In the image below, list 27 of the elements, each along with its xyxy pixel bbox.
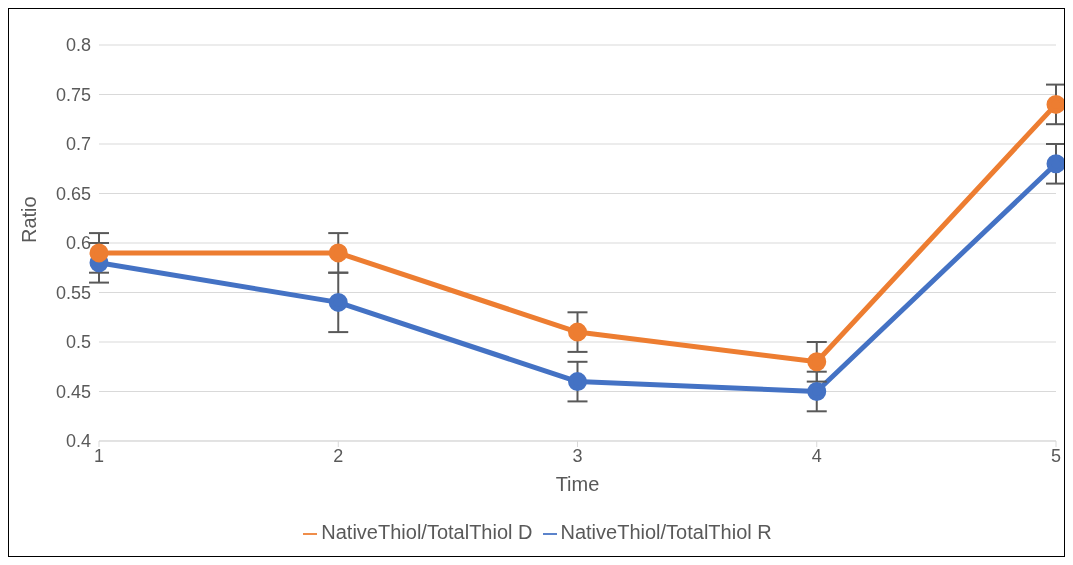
x-tick-label: 5 — [1050, 445, 1062, 466]
x-tick-label: 2 — [333, 445, 344, 466]
x-tick-label: 4 — [811, 445, 822, 466]
y-tick-label: 0.55 — [55, 282, 91, 303]
y-tick-label: 0.65 — [55, 183, 91, 204]
y-tick-label: 0.45 — [55, 381, 91, 402]
legend-label: NativeThiol/TotalThiol R — [560, 521, 772, 543]
x-axis-title: Time — [555, 473, 600, 495]
y-tick-label: 0.75 — [55, 84, 91, 105]
point — [807, 352, 827, 372]
y-tick-label: 0.5 — [65, 332, 91, 353]
point — [1046, 154, 1064, 174]
point — [328, 243, 348, 263]
y-tick-label: 0.8 — [65, 35, 91, 56]
x-tick-label: 3 — [572, 445, 583, 466]
y-tick-label: 0.4 — [65, 431, 91, 452]
point — [1046, 94, 1064, 114]
legend-label: NativeThiol/TotalThiol D — [321, 521, 533, 543]
y-axis-title: Ratio — [18, 196, 41, 243]
point — [568, 372, 587, 392]
point — [807, 382, 827, 401]
point — [568, 322, 587, 342]
y-tick-label: 0.6 — [65, 233, 91, 254]
x-tick-label: 1 — [93, 445, 105, 466]
y-tick-label: 0.7 — [65, 134, 91, 155]
point — [328, 292, 348, 312]
point — [89, 243, 109, 263]
